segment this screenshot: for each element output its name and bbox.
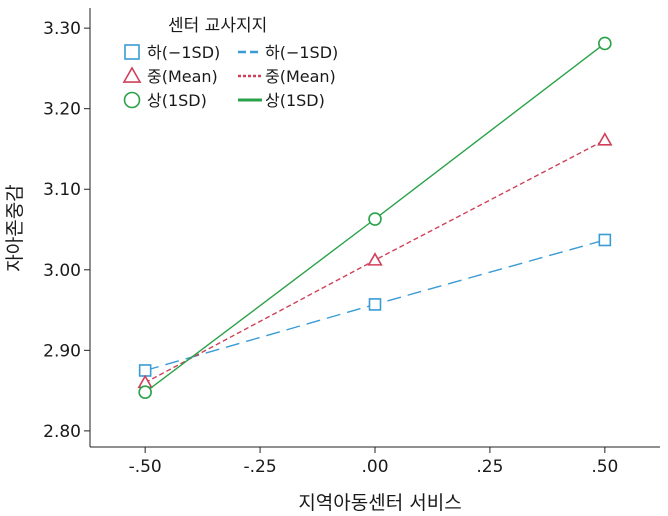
legend-entry: 중(Mean) 중(Mean) bbox=[122, 66, 336, 86]
data-point bbox=[597, 132, 613, 146]
y-tick-label: 3.00 bbox=[43, 261, 81, 281]
legend-marker-label: 하(−1SD) bbox=[147, 43, 220, 62]
data-point bbox=[138, 364, 152, 377]
x-tick-label: -.50 bbox=[129, 457, 162, 477]
x-tick-label: .50 bbox=[591, 457, 618, 477]
legend-title: 센터 교사지지 bbox=[168, 16, 267, 36]
y-tick-label: 3.30 bbox=[43, 19, 81, 39]
x-tick-label: .00 bbox=[361, 457, 388, 477]
legend-entry: 하(−1SD) 하(−1SD) bbox=[124, 43, 338, 62]
legend-marker-label: 중(Mean) bbox=[147, 67, 218, 86]
x-tick-label: .25 bbox=[476, 457, 503, 477]
legend-marker bbox=[122, 66, 142, 83]
legend-entry: 상(1SD) 상(1SD) bbox=[123, 91, 325, 110]
y-tick-label: 3.10 bbox=[43, 180, 81, 200]
data-point bbox=[368, 212, 382, 226]
y-axis-title: 자아존중감 bbox=[4, 184, 26, 271]
x-axis-title: 지역아동센터 서비스 bbox=[298, 492, 461, 514]
data-point bbox=[138, 385, 152, 400]
legend-marker bbox=[123, 91, 141, 109]
legend-marker bbox=[124, 44, 140, 60]
data-point bbox=[367, 252, 383, 266]
legend-line-label: 중(Mean) bbox=[265, 67, 336, 86]
legend-line-label: 하(−1SD) bbox=[265, 43, 338, 62]
axes: 2.80 2.90 3.00 3.10 3.20 3.30 -.50 -.25 .00 .25 .5… bbox=[43, 8, 660, 477]
legend-line-label: 상(1SD) bbox=[265, 91, 325, 110]
series-1 bbox=[137, 132, 613, 389]
series-2 bbox=[138, 36, 612, 400]
data-point bbox=[368, 298, 382, 311]
data-point bbox=[598, 233, 612, 247]
x-tick-label: -.25 bbox=[243, 457, 276, 477]
y-tick-label: 2.90 bbox=[43, 341, 81, 361]
y-tick-label: 3.20 bbox=[43, 100, 81, 120]
data-point bbox=[598, 36, 612, 51]
series-layer bbox=[137, 36, 613, 400]
legend-marker-label: 상(1SD) bbox=[147, 91, 207, 110]
legend: 센터 교사지지 하(−1SD) 하(−1SD) 중(Mean) 중(Mean) 상(1S… bbox=[122, 16, 338, 110]
y-tick-label: 2.80 bbox=[43, 422, 81, 442]
